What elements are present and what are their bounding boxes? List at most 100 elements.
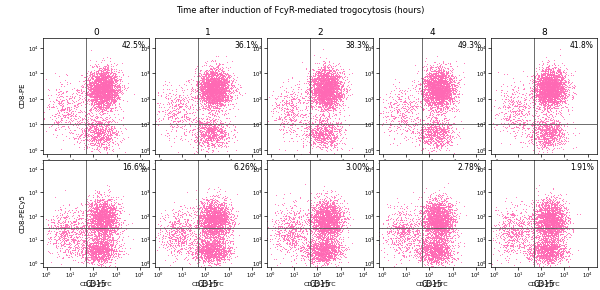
Point [218,82,228,86]
Point [538,227,548,232]
Point [548,131,557,135]
Point [435,79,445,83]
Point [442,249,452,254]
Point [326,194,336,199]
Point [211,129,221,134]
Point [553,244,563,249]
Point [92,235,101,240]
Point [538,134,548,139]
Point [546,244,556,248]
Point [337,223,346,228]
Point [533,115,542,120]
Point [518,244,528,249]
Point [436,91,446,96]
Point [76,234,85,239]
Point [553,215,562,219]
Point [424,125,433,130]
Point [532,143,541,148]
Point [327,209,337,213]
Point [218,66,227,70]
Point [207,207,217,211]
Point [320,87,329,92]
Point [432,243,442,247]
Point [100,138,110,143]
Point [323,82,332,87]
Point [551,79,560,84]
Point [216,86,226,91]
Point [418,124,427,129]
Point [278,232,288,237]
Point [439,229,448,233]
Point [100,90,110,95]
Point [95,129,104,134]
Point [542,228,552,232]
Point [518,224,527,228]
Point [214,106,223,110]
Point [441,69,451,74]
Point [295,114,305,119]
Point [97,100,106,105]
Point [541,253,550,258]
Point [547,88,557,93]
Point [221,107,231,112]
Point [420,228,430,232]
Point [562,250,571,254]
Point [306,211,316,216]
Point [197,82,207,87]
Point [383,231,393,235]
Point [509,104,519,108]
Point [541,129,551,134]
Point [540,255,550,260]
Point [80,133,90,138]
Point [432,242,442,247]
Point [199,72,209,77]
Point [103,217,113,222]
Point [537,79,547,84]
Point [429,211,439,216]
Point [442,230,451,235]
Point [63,214,73,218]
Point [534,140,544,145]
Point [546,251,556,256]
Point [107,68,116,73]
Point [92,96,102,101]
Point [198,90,208,95]
Point [329,67,338,72]
Point [523,229,532,234]
Point [443,71,453,75]
Point [98,135,107,139]
Point [196,120,205,125]
Point [322,212,332,217]
Point [64,245,73,249]
Point [201,72,211,77]
Point [319,221,328,226]
Point [433,89,442,94]
Point [550,212,560,217]
Point [542,78,551,83]
Point [103,216,113,221]
Point [202,58,212,63]
Point [281,224,291,229]
Point [322,218,332,223]
Point [438,130,448,135]
Point [205,97,215,101]
Point [97,242,107,246]
Point [538,133,548,137]
Point [332,144,342,149]
Point [223,84,232,89]
Point [449,88,458,92]
Point [218,102,228,106]
Point [431,237,440,242]
Point [96,193,106,197]
Point [203,77,213,82]
Point [386,226,395,231]
Point [542,215,551,220]
Point [88,249,97,254]
Point [101,77,111,82]
Point [332,147,341,152]
Point [431,215,440,220]
Point [120,217,130,222]
Point [323,213,332,218]
Point [545,250,554,255]
Point [217,220,226,225]
